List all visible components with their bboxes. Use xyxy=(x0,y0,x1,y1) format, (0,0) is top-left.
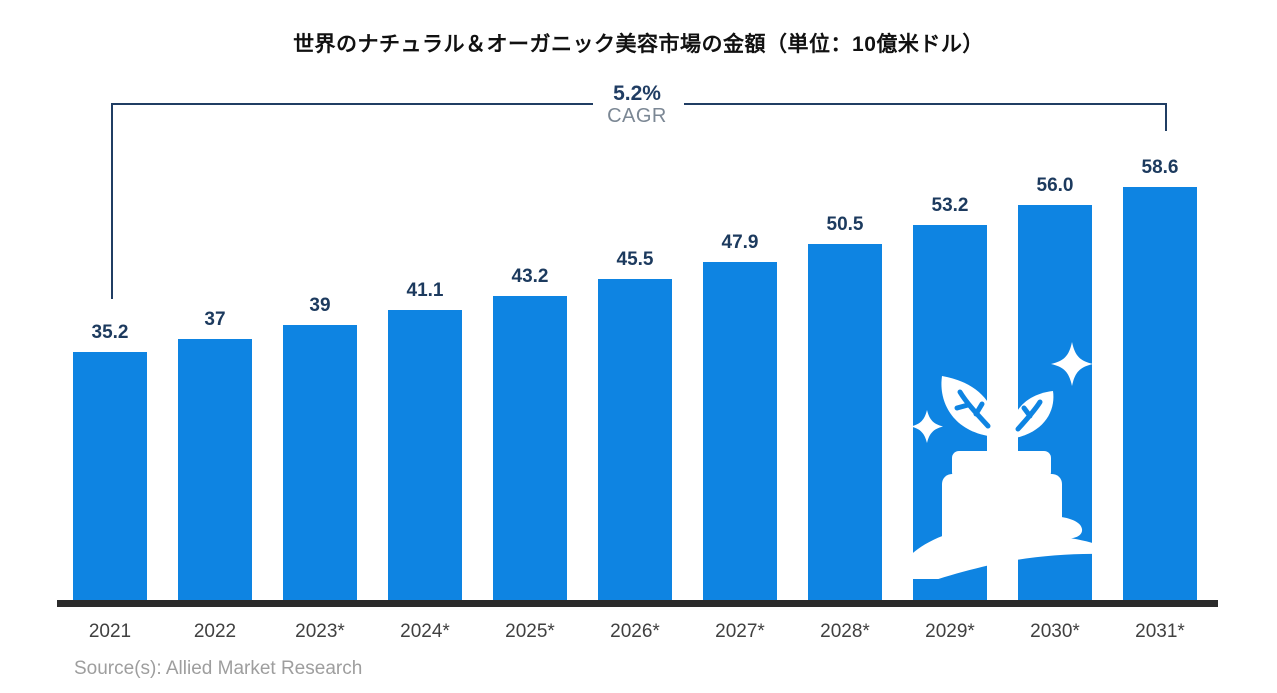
x-axis-tick-label: 2026* xyxy=(610,621,660,642)
bar-value-label: 45.5 xyxy=(616,249,654,270)
x-axis-tick-label: 2030* xyxy=(1030,621,1080,642)
x-axis-line xyxy=(57,600,1218,607)
bar xyxy=(283,325,357,601)
bar xyxy=(493,296,567,601)
bar-value-label: 43.2 xyxy=(511,266,549,287)
bar-value-label: 53.2 xyxy=(931,195,969,216)
x-axis-tick-label: 2028* xyxy=(820,621,870,642)
bar xyxy=(703,262,777,601)
bar xyxy=(1123,187,1197,601)
cagr-bracket-top-right xyxy=(684,103,1167,105)
cagr-bracket-top-left xyxy=(111,103,593,105)
bar xyxy=(913,225,987,601)
bar xyxy=(178,339,252,601)
x-axis-tick-label: 2022 xyxy=(193,621,237,642)
cagr-value: 5.2% xyxy=(613,82,661,105)
source-note: Source(s): Allied Market Research xyxy=(74,658,363,679)
bar-value-label: 39 xyxy=(309,295,331,316)
x-axis-tick-label: 2024* xyxy=(400,621,450,642)
bar-value-label: 50.5 xyxy=(826,214,864,235)
x-axis-tick-label: 2029* xyxy=(925,621,975,642)
bar-value-label: 35.2 xyxy=(91,322,129,343)
bar xyxy=(808,244,882,601)
bar xyxy=(1018,205,1092,601)
cagr-bracket-right-vertical xyxy=(1165,103,1167,131)
bar-value-label: 58.6 xyxy=(1141,157,1179,178)
bar-value-label: 41.1 xyxy=(406,280,444,301)
chart-title: 世界のナチュラル＆オーガニック美容市場の金額（単位：10億米ドル） xyxy=(293,33,984,56)
bar xyxy=(388,310,462,601)
stem-icon xyxy=(993,376,1008,466)
cagr-bracket-left-vertical xyxy=(111,103,113,299)
bar-value-label: 37 xyxy=(204,309,226,330)
cagr-annotation: 5.2% CAGR xyxy=(572,82,702,127)
x-axis-tick-label: 2023* xyxy=(295,621,345,642)
bar-value-label: 56.0 xyxy=(1036,175,1074,196)
x-axis-tick-label: 2021 xyxy=(88,621,132,642)
cagr-label: CAGR xyxy=(607,105,667,128)
x-axis-tick-label: 2031* xyxy=(1135,621,1185,642)
bar xyxy=(598,279,672,601)
bar-value-label: 47.9 xyxy=(721,232,759,253)
bar xyxy=(73,352,147,601)
x-axis-tick-label: 2027* xyxy=(715,621,765,642)
x-axis-tick-label: 2025* xyxy=(505,621,555,642)
